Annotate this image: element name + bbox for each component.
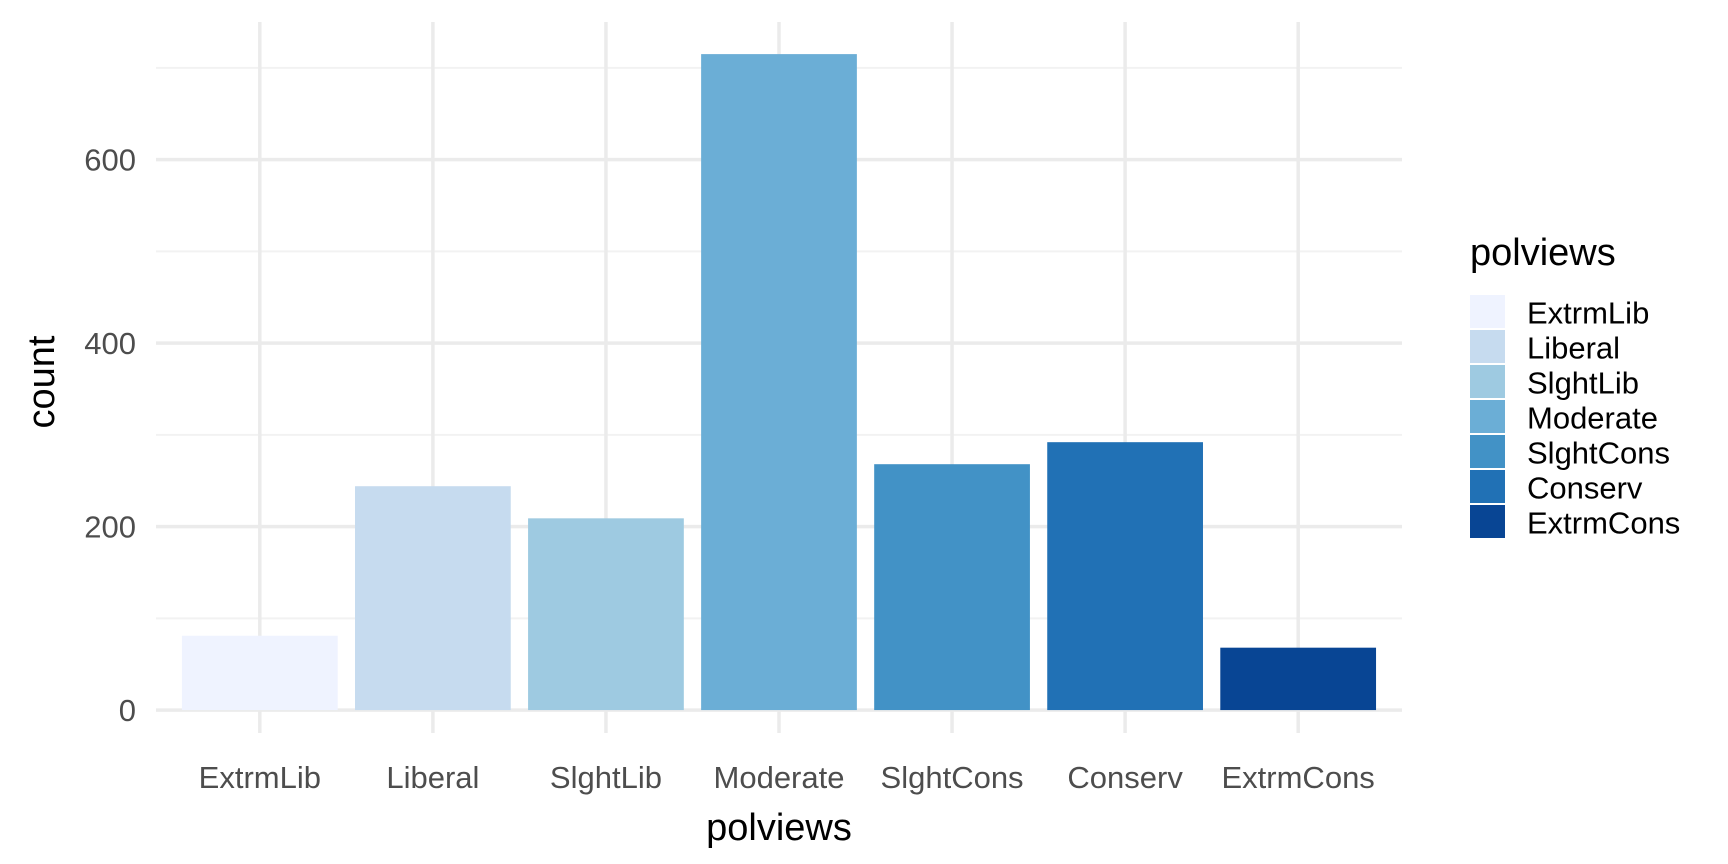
legend-label: SlghtLib [1527, 366, 1639, 401]
legend-label: ExtrmCons [1527, 506, 1680, 541]
x-tick-label: Conserv [1067, 760, 1183, 795]
y-axis-ticks: 0 200 400 600 [84, 143, 136, 728]
legend-label: Moderate [1527, 401, 1658, 436]
y-axis-title: count [21, 335, 63, 428]
x-tick-label: Liberal [386, 760, 479, 795]
y-tick-label: 600 [84, 143, 136, 178]
bar-extrmlib [181, 635, 338, 711]
legend-key [1470, 435, 1505, 468]
legend-items: ExtrmLibLiberalSlghtLibModerateSlghtCons… [1470, 295, 1680, 541]
x-axis-title: polviews [706, 807, 852, 849]
legend-key [1470, 330, 1505, 363]
y-tick-label: 400 [84, 326, 136, 361]
legend-label: Conserv [1527, 471, 1643, 506]
legend-label: SlghtCons [1527, 436, 1670, 471]
legend-key [1470, 470, 1505, 503]
x-tick-label: Moderate [714, 760, 845, 795]
x-tick-label: ExtrmCons [1222, 760, 1375, 795]
legend-key [1470, 505, 1505, 538]
x-tick-label: SlghtCons [881, 760, 1024, 795]
x-tick-label: ExtrmLib [199, 760, 321, 795]
legend-label: ExtrmLib [1527, 296, 1649, 331]
legend-key [1470, 365, 1505, 398]
bar-slghtcons [874, 464, 1030, 711]
legend: polviews ExtrmLibLiberalSlghtLibModerate… [1470, 232, 1680, 541]
bar-liberal [355, 486, 511, 711]
bars [181, 54, 1377, 711]
bar-moderate [701, 54, 857, 711]
x-axis-ticks: ExtrmLib Liberal SlghtLib Moderate SlghtCons… [199, 760, 1375, 795]
legend-title: polviews [1470, 232, 1616, 274]
bar-extrmcons [1220, 647, 1377, 711]
x-tick-label: SlghtLib [550, 760, 662, 795]
y-tick-label: 200 [84, 510, 136, 545]
bar-conserv [1047, 442, 1203, 711]
legend-key [1470, 400, 1505, 433]
y-tick-label: 0 [119, 693, 136, 728]
legend-key [1470, 295, 1505, 328]
legend-label: Liberal [1527, 331, 1620, 366]
bar-slghtlib [528, 518, 684, 711]
